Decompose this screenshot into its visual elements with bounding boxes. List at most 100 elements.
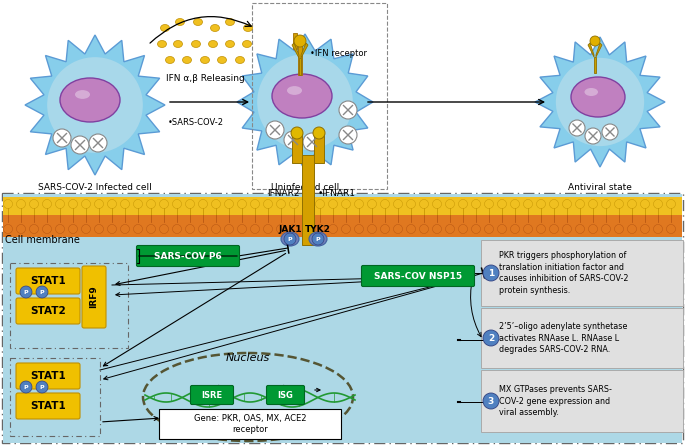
Circle shape bbox=[264, 199, 273, 209]
Circle shape bbox=[523, 199, 532, 209]
Circle shape bbox=[82, 224, 90, 234]
Polygon shape bbox=[301, 43, 308, 58]
Circle shape bbox=[367, 224, 377, 234]
Circle shape bbox=[290, 224, 299, 234]
Ellipse shape bbox=[210, 24, 219, 32]
Circle shape bbox=[575, 224, 584, 234]
Circle shape bbox=[121, 199, 129, 209]
Ellipse shape bbox=[193, 19, 203, 25]
Circle shape bbox=[277, 199, 286, 209]
Bar bbox=[298, 45, 302, 75]
Bar bbox=[0, 0, 685, 193]
Circle shape bbox=[284, 131, 302, 149]
Circle shape bbox=[497, 224, 506, 234]
Circle shape bbox=[497, 199, 506, 209]
Circle shape bbox=[147, 224, 155, 234]
Ellipse shape bbox=[242, 40, 251, 48]
Text: IFN α,β Releasing: IFN α,β Releasing bbox=[166, 73, 245, 82]
Circle shape bbox=[458, 224, 467, 234]
Circle shape bbox=[640, 224, 649, 234]
Text: 1: 1 bbox=[488, 268, 494, 278]
Circle shape bbox=[483, 393, 499, 409]
Polygon shape bbox=[588, 43, 594, 57]
Text: STAT1: STAT1 bbox=[30, 276, 66, 286]
Ellipse shape bbox=[272, 74, 332, 118]
Text: Antiviral state: Antiviral state bbox=[568, 183, 632, 192]
Bar bbox=[292, 133, 302, 163]
Circle shape bbox=[95, 199, 103, 209]
Circle shape bbox=[42, 199, 51, 209]
Ellipse shape bbox=[208, 40, 218, 48]
Circle shape bbox=[313, 127, 325, 139]
Text: Gene: PKR, OAS, MX, ACE2
receptor: Gene: PKR, OAS, MX, ACE2 receptor bbox=[194, 413, 306, 434]
Circle shape bbox=[16, 224, 25, 234]
Bar bbox=[314, 133, 324, 163]
Circle shape bbox=[16, 199, 25, 209]
Circle shape bbox=[549, 199, 558, 209]
FancyBboxPatch shape bbox=[136, 246, 240, 267]
Ellipse shape bbox=[218, 57, 227, 64]
Circle shape bbox=[160, 199, 169, 209]
Circle shape bbox=[575, 199, 584, 209]
Circle shape bbox=[55, 199, 64, 209]
Circle shape bbox=[549, 224, 558, 234]
Ellipse shape bbox=[236, 57, 245, 64]
Polygon shape bbox=[25, 35, 165, 175]
Circle shape bbox=[53, 129, 71, 147]
FancyBboxPatch shape bbox=[481, 240, 683, 306]
Circle shape bbox=[89, 134, 107, 152]
Circle shape bbox=[562, 199, 571, 209]
Circle shape bbox=[29, 199, 38, 209]
Circle shape bbox=[432, 224, 442, 234]
Text: STAT2: STAT2 bbox=[30, 306, 66, 316]
Circle shape bbox=[471, 224, 480, 234]
Text: P: P bbox=[24, 384, 28, 389]
FancyBboxPatch shape bbox=[16, 363, 80, 389]
Circle shape bbox=[614, 199, 623, 209]
Circle shape bbox=[601, 224, 610, 234]
Circle shape bbox=[316, 224, 325, 234]
Circle shape bbox=[342, 199, 351, 209]
Ellipse shape bbox=[166, 57, 175, 64]
Circle shape bbox=[134, 199, 142, 209]
Text: P: P bbox=[40, 384, 45, 389]
Circle shape bbox=[536, 224, 545, 234]
Circle shape bbox=[406, 224, 416, 234]
Bar bbox=[302, 155, 314, 245]
Circle shape bbox=[640, 199, 649, 209]
Circle shape bbox=[212, 199, 221, 209]
Circle shape bbox=[458, 199, 467, 209]
Text: IRF9: IRF9 bbox=[90, 286, 99, 308]
Circle shape bbox=[3, 199, 12, 209]
Circle shape bbox=[199, 199, 208, 209]
Circle shape bbox=[71, 136, 89, 154]
Circle shape bbox=[277, 224, 286, 234]
Circle shape bbox=[627, 199, 636, 209]
Circle shape bbox=[108, 224, 116, 234]
Circle shape bbox=[95, 224, 103, 234]
Circle shape bbox=[121, 224, 129, 234]
Ellipse shape bbox=[175, 19, 184, 25]
FancyBboxPatch shape bbox=[266, 385, 305, 405]
Circle shape bbox=[601, 199, 610, 209]
Bar bbox=[3, 194, 682, 443]
Circle shape bbox=[284, 233, 296, 245]
Circle shape bbox=[667, 199, 675, 209]
Circle shape bbox=[445, 224, 455, 234]
Circle shape bbox=[251, 199, 260, 209]
Bar bbox=[3, 215, 682, 237]
Polygon shape bbox=[596, 43, 602, 57]
Circle shape bbox=[251, 224, 260, 234]
Circle shape bbox=[212, 224, 221, 234]
Circle shape bbox=[339, 126, 357, 144]
FancyBboxPatch shape bbox=[16, 268, 80, 294]
Circle shape bbox=[556, 58, 644, 146]
Text: SARS-COV-2 Infected cell: SARS-COV-2 Infected cell bbox=[38, 183, 152, 192]
Text: Uninfected cell: Uninfected cell bbox=[271, 183, 339, 192]
Circle shape bbox=[627, 224, 636, 234]
Circle shape bbox=[380, 224, 390, 234]
Text: IFNAR2: IFNAR2 bbox=[268, 189, 300, 198]
Circle shape bbox=[238, 199, 247, 209]
Text: ISG: ISG bbox=[277, 391, 293, 400]
Circle shape bbox=[20, 381, 32, 393]
